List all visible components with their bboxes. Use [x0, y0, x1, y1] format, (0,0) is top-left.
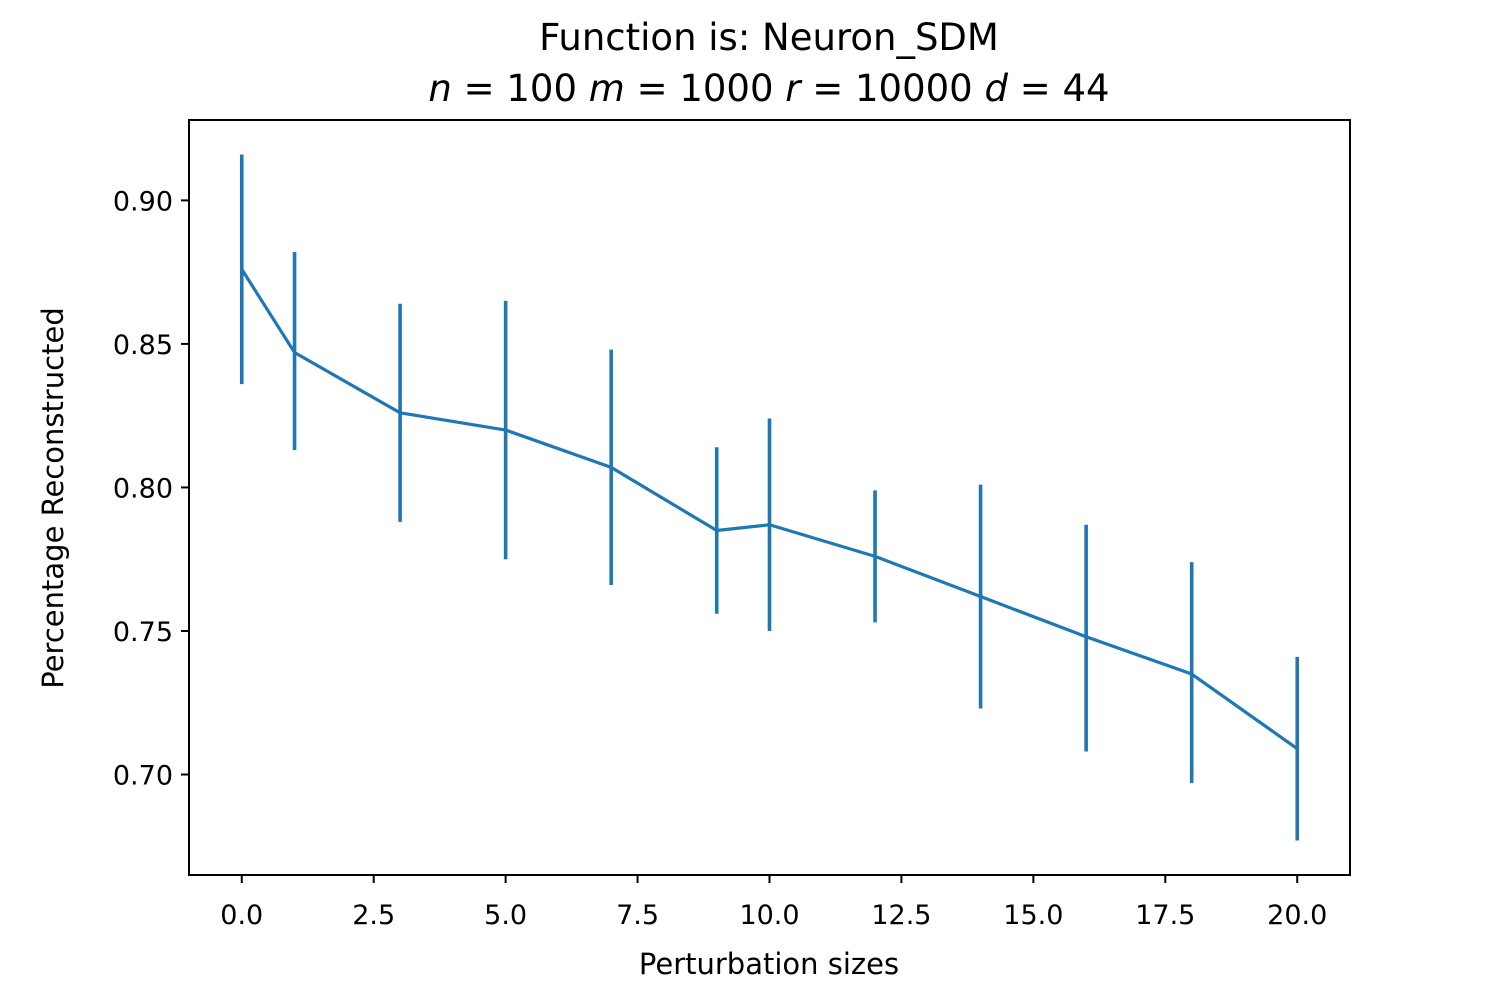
x-tick-label: 12.5	[871, 900, 931, 931]
subtitle-var-n: n	[428, 67, 451, 110]
x-tick-label: 7.5	[616, 900, 659, 931]
subtitle-var-r: r	[785, 67, 803, 110]
x-tick-label: 15.0	[1003, 900, 1063, 931]
x-tick-label: 5.0	[484, 900, 527, 931]
subtitle-value-d: = 44	[1008, 67, 1110, 110]
error-bars	[239, 154, 1300, 841]
x-axis-label: Perturbation sizes	[639, 947, 899, 981]
y-tick-label: 0.70	[113, 761, 173, 792]
subtitle-value-m: = 1000	[625, 67, 774, 110]
x-axis-ticks: 0.0 2.5 5.0 7.5 10.0 12.5 15.0 17.5 20.0	[220, 875, 1327, 931]
y-tick-label: 0.90	[113, 186, 173, 217]
chart-title-text: Function is: Neuron_SDM	[539, 16, 999, 59]
subtitle-value-n: = 100	[452, 67, 577, 110]
series-line	[240, 268, 1299, 750]
x-tick-label: 20.0	[1267, 900, 1327, 931]
x-tick-label: 2.5	[352, 900, 395, 931]
y-tick-label: 0.80	[113, 473, 173, 504]
y-axis-label: Percentage Reconstructed	[36, 307, 70, 688]
subtitle-value-r: = 10000	[800, 67, 972, 110]
subtitle-var-m: m	[589, 67, 625, 110]
x-tick-label: 0.0	[220, 900, 263, 931]
subtitle-var-d: d	[984, 67, 1008, 110]
y-tick-label: 0.75	[113, 617, 173, 648]
x-tick-label: 17.5	[1135, 900, 1195, 931]
y-tick-label: 0.85	[113, 330, 173, 361]
y-axis-ticks: 0.70 0.75 0.80 0.85 0.90	[113, 186, 189, 792]
x-tick-label: 10.0	[739, 900, 799, 931]
chart-title: Function is: Neuron_SDM n = 100 m = 1000…	[428, 16, 1109, 110]
chart-subtitle: n = 100 m = 1000 r = 10000 d = 44	[428, 67, 1109, 110]
